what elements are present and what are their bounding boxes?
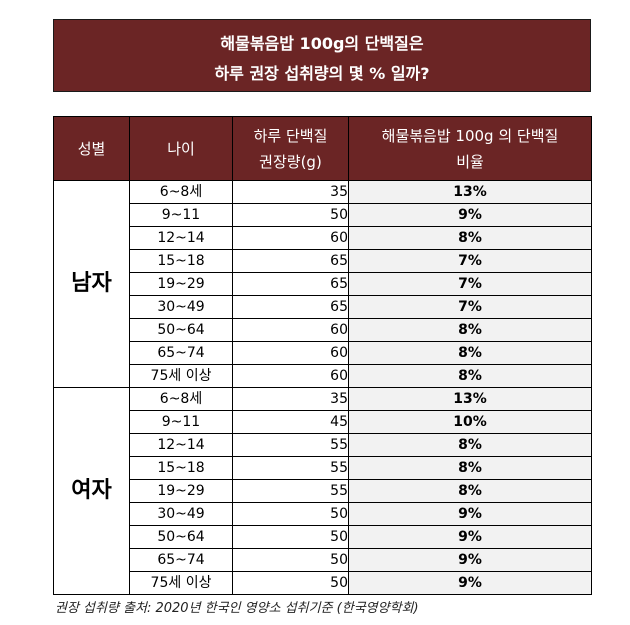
ratio-cell: 8%: [348, 318, 592, 342]
age-cell: 6~8세: [129, 387, 233, 411]
age-cell: 15~18: [129, 456, 233, 480]
protein-cell: 50: [232, 203, 349, 227]
table-row: 12~14 60 8%: [54, 226, 592, 250]
ratio-cell: 8%: [348, 364, 592, 388]
header-protein-line-1: 하루 단백질: [253, 126, 328, 145]
protein-cell: 45: [232, 410, 349, 434]
age-cell: 9~11: [129, 203, 233, 227]
age-cell: 19~29: [129, 479, 233, 503]
table-row: 12~14 55 8%: [54, 433, 592, 457]
protein-cell: 35: [232, 180, 349, 204]
age-cell: 65~74: [129, 548, 233, 572]
ratio-cell: 9%: [348, 502, 592, 526]
ratio-cell: 8%: [348, 433, 592, 457]
table-row: 75세 이상 60 8%: [54, 364, 592, 388]
header-protein-line-2: 권장량(g): [259, 152, 322, 171]
header-ratio: 해물볶음밥 100g 의 단백질 비율: [348, 116, 592, 181]
table-row: 남자 6~8세 35 13%: [53, 180, 592, 388]
table-row: 30~49 65 7%: [54, 295, 592, 319]
table-row: 9~11 45 10%: [54, 410, 592, 434]
ratio-cell: 13%: [348, 180, 592, 204]
age-cell: 15~18: [129, 249, 233, 273]
header-ratio-line-2: 비율: [456, 152, 484, 171]
protein-cell: 50: [232, 502, 349, 526]
table-row: 15~18 55 8%: [54, 456, 592, 480]
header-gender: 성별: [53, 116, 130, 181]
source-note: 권장 섭취량 출처: 2020년 한국인 영양소 섭취기준 (한국영양학회): [55, 601, 419, 616]
age-cell: 12~14: [129, 226, 233, 250]
header-protein: 하루 단백질 권장량(g): [232, 116, 349, 181]
table-row: 65~74 60 8%: [54, 341, 592, 365]
protein-cell: 60: [232, 226, 349, 250]
protein-cell: 50: [232, 525, 349, 549]
ratio-cell: 7%: [348, 249, 592, 273]
ratio-cell: 13%: [348, 387, 592, 411]
table-row: 19~29 65 7%: [54, 272, 592, 296]
table-row: 여자 6~8세 35 13%: [53, 387, 592, 595]
table-row: 75세 이상 50 9%: [54, 571, 592, 595]
table-body: 남자 6~8세 35 13% 9~11 50 9% 12~14 60 8% 15~18 65 7% 19~…: [53, 180, 592, 595]
age-cell: 9~11: [129, 410, 233, 434]
table-row: 9~11 50 9%: [54, 203, 592, 227]
table-row: 15~18 65 7%: [54, 249, 592, 273]
protein-cell: 55: [232, 479, 349, 503]
protein-cell: 60: [232, 341, 349, 365]
ratio-cell: 8%: [348, 341, 592, 365]
protein-cell: 65: [232, 272, 349, 296]
table-row: 19~29 55 8%: [54, 479, 592, 503]
protein-cell: 65: [232, 295, 349, 319]
ratio-cell: 7%: [348, 295, 592, 319]
age-cell: 30~49: [129, 502, 233, 526]
header-ratio-line-1: 해물볶음밥 100g 의 단백질: [381, 126, 559, 145]
age-cell: 19~29: [129, 272, 233, 296]
age-cell: 30~49: [129, 295, 233, 319]
protein-cell: 50: [232, 548, 349, 572]
ratio-cell: 10%: [348, 410, 592, 434]
ratio-cell: 9%: [348, 203, 592, 227]
protein-cell: 55: [232, 456, 349, 480]
ratio-cell: 8%: [348, 479, 592, 503]
ratio-cell: 7%: [348, 272, 592, 296]
table-row: 50~64 50 9%: [54, 525, 592, 549]
table-row: 50~64 60 8%: [54, 318, 592, 342]
age-cell: 6~8세: [129, 180, 233, 204]
protein-cell: 60: [232, 364, 349, 388]
age-cell: 75세 이상: [129, 364, 233, 388]
age-cell: 65~74: [129, 341, 233, 365]
protein-cell: 55: [232, 433, 349, 457]
ratio-cell: 8%: [348, 226, 592, 250]
title-banner: 해물볶음밥 100g의 단백질은 하루 권장 섭취량의 몇 % 일까?: [53, 19, 591, 92]
protein-cell: 60: [232, 318, 349, 342]
ratio-cell: 9%: [348, 525, 592, 549]
age-cell: 12~14: [129, 433, 233, 457]
age-cell: 50~64: [129, 318, 233, 342]
header-row: 성별 나이 하루 단백질 권장량(g) 해물볶음밥 100g 의 단백질 비율: [53, 116, 592, 181]
gender-cell: 여자: [53, 387, 130, 595]
protein-cell: 50: [232, 571, 349, 595]
protein-cell: 35: [232, 387, 349, 411]
ratio-cell: 9%: [348, 548, 592, 572]
ratio-cell: 9%: [348, 571, 592, 595]
header-age: 나이: [129, 116, 233, 181]
ratio-cell: 8%: [348, 456, 592, 480]
protein-table: 성별 나이 하루 단백질 권장량(g) 해물볶음밥 100g 의 단백질 비율 …: [53, 116, 592, 595]
age-cell: 75세 이상: [129, 571, 233, 595]
table-row: 65~74 50 9%: [54, 548, 592, 572]
age-cell: 50~64: [129, 525, 233, 549]
table-row: 30~49 50 9%: [54, 502, 592, 526]
title-line-1: 해물볶음밥 100g의 단백질은: [220, 34, 424, 53]
title-line-2: 하루 권장 섭취량의 몇 % 일까?: [214, 64, 430, 83]
gender-cell: 남자: [53, 180, 130, 388]
protein-cell: 65: [232, 249, 349, 273]
